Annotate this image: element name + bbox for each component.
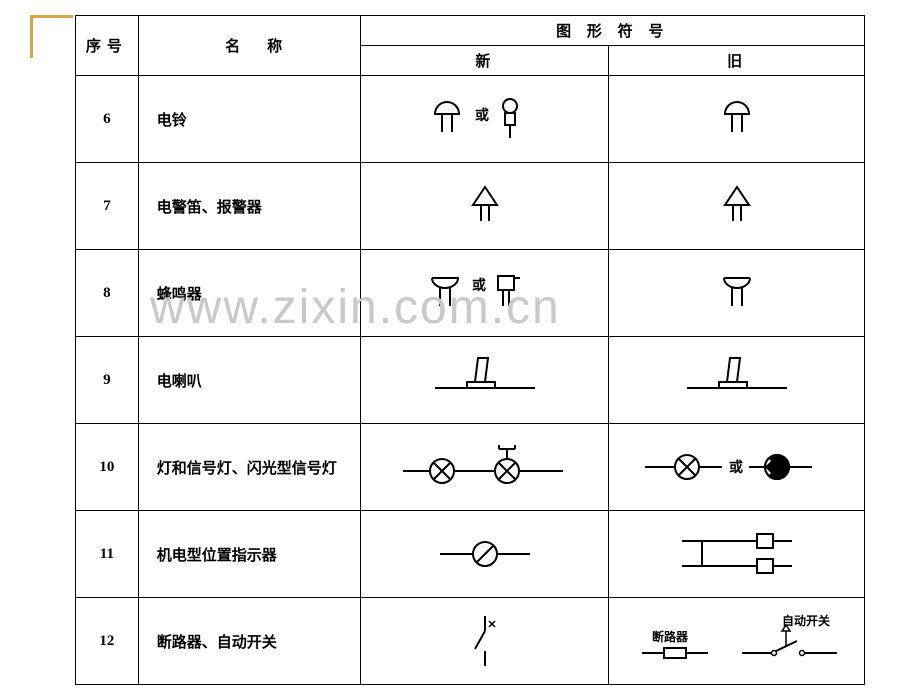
name-cell: 蜂鸣器 [138,250,361,337]
bell-symbol-new-icon: 或 [415,94,555,144]
seq-cell: 7 [76,163,139,250]
or-label: 或 [475,107,489,124]
header-old: 旧 [609,46,865,76]
seq-cell: 10 [76,424,139,511]
symbol-table-container: 序号 名 称 图 形 符 号 新 旧 6 电铃 或 [75,15,865,685]
symbol-old-cell [609,76,865,163]
symbol-new-cell [361,424,609,511]
breaker-label: 断路器 [652,629,689,644]
name-cell: 断路器、自动开关 [138,598,361,685]
header-row-1: 序号 名 称 图 形 符 号 [76,16,865,46]
header-new: 新 [361,46,609,76]
table-row: 12 断路器、自动开关 断路器 自动开关 [76,598,865,685]
symbol-old-cell [609,511,865,598]
or-label: 或 [472,277,486,294]
header-seq: 序号 [76,16,139,76]
lamp-symbol-old-icon: 或 [637,442,837,492]
table-row: 9 电喇叭 [76,337,865,424]
symbol-table: 序号 名 称 图 形 符 号 新 旧 6 电铃 或 [75,15,865,685]
table-row: 8 蜂鸣器 或 [76,250,865,337]
name-cell: 电喇叭 [138,337,361,424]
breaker-symbol-old-icon: 断路器 自动开关 [622,611,852,671]
corner-accent [30,15,73,58]
seq-cell: 9 [76,337,139,424]
symbol-new-cell: 或 [361,250,609,337]
seq-cell: 12 [76,598,139,685]
lamp-symbol-new-icon [395,439,575,495]
table-row: 7 电警笛、报警器 [76,163,865,250]
siren-symbol-old-icon [697,181,777,231]
siren-symbol-new-icon [445,181,525,231]
symbol-old-cell [609,250,865,337]
header-symbol-group: 图 形 符 号 [361,16,865,46]
horn-symbol-old-icon [677,352,797,408]
bell-symbol-old-icon [697,94,777,144]
symbol-old-cell: 断路器 自动开关 [609,598,865,685]
symbol-new-cell [361,337,609,424]
name-cell: 灯和信号灯、闪光型信号灯 [138,424,361,511]
symbol-new-cell: 或 [361,76,609,163]
name-cell: 电警笛、报警器 [138,163,361,250]
symbol-new-cell [361,163,609,250]
buzzer-symbol-new-icon: 或 [410,268,560,318]
seq-cell: 6 [76,76,139,163]
seq-cell: 8 [76,250,139,337]
symbol-old-cell [609,337,865,424]
symbol-old-cell: 或 [609,424,865,511]
position-indicator-old-icon [662,526,812,582]
horn-symbol-new-icon [425,352,545,408]
table-row: 11 机电型位置指示器 [76,511,865,598]
table-row: 10 灯和信号灯、闪光型信号灯 [76,424,865,511]
table-row: 6 电铃 或 [76,76,865,163]
name-cell: 电铃 [138,76,361,163]
position-indicator-new-icon [425,529,545,579]
symbol-old-cell [609,163,865,250]
auto-switch-label: 自动开关 [782,613,830,628]
buzzer-symbol-old-icon [697,268,777,318]
or-label: 或 [729,459,743,476]
name-cell: 机电型位置指示器 [138,511,361,598]
symbol-new-cell [361,511,609,598]
breaker-symbol-new-icon [445,611,525,671]
header-name: 名 称 [138,16,361,76]
seq-cell: 11 [76,511,139,598]
symbol-new-cell [361,598,609,685]
